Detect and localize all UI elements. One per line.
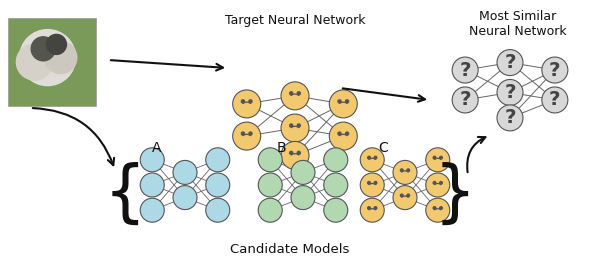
Text: Candidate Models: Candidate Models: [230, 243, 350, 256]
Circle shape: [291, 161, 315, 184]
Text: ?: ?: [549, 60, 561, 79]
Circle shape: [368, 156, 370, 159]
Circle shape: [346, 100, 349, 103]
Circle shape: [46, 34, 66, 54]
FancyArrowPatch shape: [467, 137, 485, 172]
Text: A: A: [152, 141, 162, 155]
Circle shape: [346, 132, 349, 135]
Circle shape: [140, 148, 164, 172]
Circle shape: [206, 148, 230, 172]
Circle shape: [232, 90, 260, 118]
Circle shape: [374, 156, 377, 159]
Circle shape: [206, 173, 230, 197]
Circle shape: [258, 148, 283, 172]
Circle shape: [407, 194, 409, 197]
Circle shape: [281, 82, 309, 110]
Circle shape: [368, 207, 370, 209]
Circle shape: [290, 151, 293, 154]
Circle shape: [401, 169, 403, 172]
Circle shape: [297, 151, 300, 154]
Text: Most Similar
Neural Network: Most Similar Neural Network: [469, 10, 567, 38]
Circle shape: [433, 182, 436, 184]
Circle shape: [324, 148, 347, 172]
Circle shape: [440, 182, 442, 184]
Text: {: {: [104, 162, 146, 228]
Text: ?: ?: [504, 109, 516, 128]
Circle shape: [338, 100, 341, 103]
Circle shape: [393, 186, 417, 210]
Circle shape: [374, 182, 377, 184]
Circle shape: [232, 122, 260, 150]
Circle shape: [433, 207, 436, 209]
Text: ?: ?: [504, 53, 516, 72]
Circle shape: [360, 173, 384, 197]
Circle shape: [140, 198, 164, 222]
Circle shape: [281, 114, 309, 142]
Circle shape: [393, 161, 417, 184]
Circle shape: [452, 57, 478, 83]
Text: ?: ?: [504, 83, 516, 102]
Circle shape: [324, 198, 347, 222]
Text: Target Neural Network: Target Neural Network: [225, 14, 365, 27]
Circle shape: [258, 198, 283, 222]
Circle shape: [45, 42, 77, 74]
Circle shape: [206, 198, 230, 222]
Circle shape: [440, 156, 442, 159]
Circle shape: [297, 92, 300, 95]
Text: ?: ?: [549, 91, 561, 110]
Circle shape: [360, 148, 384, 172]
Circle shape: [426, 173, 450, 197]
Circle shape: [249, 100, 252, 103]
Text: C: C: [378, 141, 388, 155]
Text: ?: ?: [460, 60, 471, 79]
Circle shape: [249, 132, 252, 135]
Circle shape: [281, 142, 309, 169]
Circle shape: [241, 100, 244, 103]
Circle shape: [291, 186, 315, 210]
Circle shape: [330, 90, 357, 118]
Circle shape: [497, 79, 523, 106]
Circle shape: [433, 156, 436, 159]
Circle shape: [426, 198, 450, 222]
Text: B: B: [276, 141, 286, 155]
Text: }: }: [434, 162, 476, 228]
Circle shape: [497, 105, 523, 131]
Circle shape: [374, 207, 377, 209]
Circle shape: [497, 50, 523, 76]
Circle shape: [440, 207, 442, 209]
Circle shape: [20, 30, 76, 86]
Circle shape: [368, 182, 370, 184]
Text: ?: ?: [460, 91, 471, 110]
Circle shape: [407, 169, 409, 172]
Circle shape: [31, 37, 55, 61]
Circle shape: [173, 161, 197, 184]
Circle shape: [452, 87, 478, 113]
Circle shape: [542, 57, 568, 83]
FancyArrowPatch shape: [33, 108, 114, 165]
Circle shape: [140, 173, 164, 197]
Circle shape: [401, 194, 403, 197]
Circle shape: [258, 173, 283, 197]
Circle shape: [360, 198, 384, 222]
Circle shape: [17, 44, 52, 80]
Circle shape: [241, 132, 244, 135]
Circle shape: [338, 132, 341, 135]
Circle shape: [290, 124, 293, 127]
Circle shape: [426, 148, 450, 172]
Circle shape: [542, 87, 568, 113]
Circle shape: [290, 92, 293, 95]
Circle shape: [330, 122, 357, 150]
Circle shape: [297, 124, 300, 127]
FancyBboxPatch shape: [8, 18, 96, 106]
Circle shape: [173, 186, 197, 210]
Circle shape: [324, 173, 347, 197]
